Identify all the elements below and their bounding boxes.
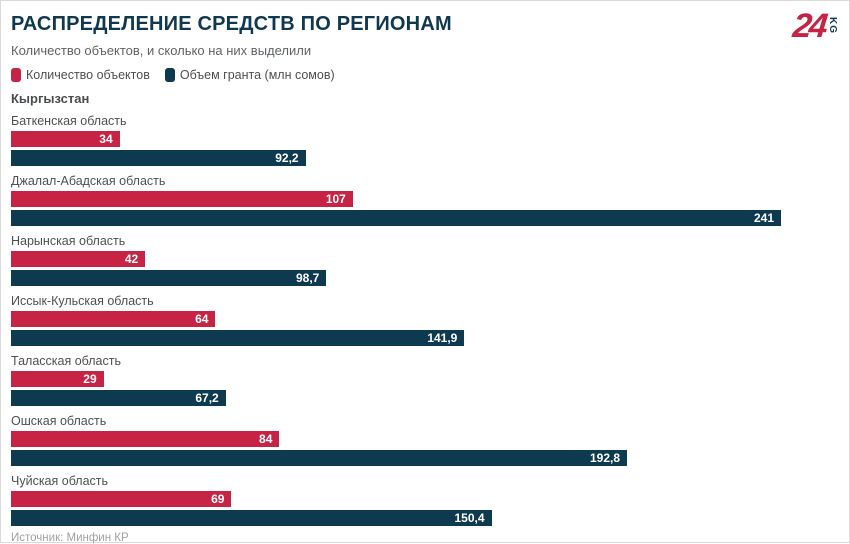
region-group: Таласская область 29 67,2 [11, 354, 839, 406]
region-group: Джалал-Абадская область 107 241 [11, 174, 839, 226]
logo-24kg: 24 KG [791, 7, 838, 45]
bar-objects: 29 [11, 371, 104, 387]
bar-objects: 69 [11, 491, 232, 507]
region-label: Баткенская область [11, 114, 127, 128]
logo-24-text: 24 [791, 7, 827, 45]
bar-value-label: 29 [83, 372, 97, 386]
bar-track-grant: 92,2 [11, 150, 781, 166]
bar-objects: 64 [11, 311, 216, 327]
bar-objects: 84 [11, 431, 280, 447]
bar-value-label: 69 [211, 492, 225, 506]
bar-value-label: 42 [124, 252, 139, 266]
bar-objects: 107 [11, 191, 353, 207]
bar-objects: 42 [11, 251, 146, 267]
region-label: Чуйская область [11, 474, 109, 488]
region-group: Ошская область 84 192,8 [11, 414, 839, 466]
source-note: Источник: Минфин КР [11, 532, 129, 544]
chart-legend: Количество объектов Объем гранта (млн со… [11, 68, 839, 82]
bar-track-objects: 107 [11, 191, 781, 207]
region-label: Джалал-Абадская область [11, 174, 166, 188]
region-label: Нарынская область [11, 234, 126, 248]
country-label: Кыргызстан [11, 91, 90, 106]
bar-chart: Баткенская область 34 92,2 Джалал-Абадская … [11, 114, 839, 526]
bar-grant: 141,9 [11, 330, 465, 346]
chart-subtitle: Количество объектов, и сколько на них вы… [11, 43, 312, 58]
bar-track-grant: 141,9 [11, 330, 781, 346]
bar-track-objects: 69 [11, 491, 781, 507]
legend-label-objects: Количество объектов [26, 68, 150, 82]
region-label: Таласская область [11, 354, 121, 368]
bar-value-label: 107 [325, 192, 346, 206]
bar-track-objects: 84 [11, 431, 781, 447]
bar-track-grant: 192,8 [11, 450, 781, 466]
bar-value-label: 150,4 [454, 511, 485, 525]
region-group: Чуйская область 69 150,4 [11, 474, 839, 526]
logo-kg-text: KG [827, 17, 838, 34]
legend-marker-red-icon [11, 68, 21, 82]
bar-value-label: 67,2 [195, 391, 219, 405]
bar-value-label: 141,9 [427, 331, 458, 345]
bar-value-label: 192,8 [589, 451, 620, 465]
page-title: РАСПРЕДЕЛЕНИЕ СРЕДСТВ ПО РЕГИОНАМ [11, 13, 452, 35]
legend-marker-navy-icon [164, 68, 175, 82]
bar-track-objects: 29 [11, 371, 781, 387]
region-label: Иссык-Кульская область [11, 294, 154, 308]
bar-grant: 67,2 [11, 390, 226, 406]
bar-track-grant: 98,7 [11, 270, 781, 286]
bar-grant: 241 [11, 210, 781, 226]
bar-track-objects: 64 [11, 311, 781, 327]
region-group: Баткенская область 34 92,2 [11, 114, 839, 166]
bar-grant: 192,8 [11, 450, 627, 466]
bar-track-grant: 150,4 [11, 510, 781, 526]
bar-value-label: 84 [259, 432, 273, 446]
bar-track-grant: 67,2 [11, 390, 781, 406]
bar-grant: 92,2 [11, 150, 306, 166]
bar-grant: 150,4 [11, 510, 492, 526]
bar-objects: 34 [11, 131, 120, 147]
bar-track-objects: 34 [11, 131, 781, 147]
bar-value-label: 98,7 [295, 271, 320, 285]
region-group: Иссык-Кульская область 64 141,9 [11, 294, 839, 346]
region-label: Ошская область [11, 414, 107, 428]
bar-value-label: 34 [99, 132, 113, 146]
legend-label-grant: Объем гранта (млн сомов) [179, 68, 335, 82]
bar-value-label: 92,2 [275, 151, 299, 165]
legend-item-objects: Количество объектов [11, 68, 150, 82]
legend-item-grant: Объем гранта (млн сомов) [164, 68, 335, 82]
bar-value-label: 64 [195, 312, 209, 326]
bar-value-label: 241 [753, 211, 774, 225]
bar-track-objects: 42 [11, 251, 781, 267]
region-group: Нарынская область 42 98,7 [11, 234, 839, 286]
bar-grant: 98,7 [11, 270, 327, 286]
bar-track-grant: 241 [11, 210, 781, 226]
